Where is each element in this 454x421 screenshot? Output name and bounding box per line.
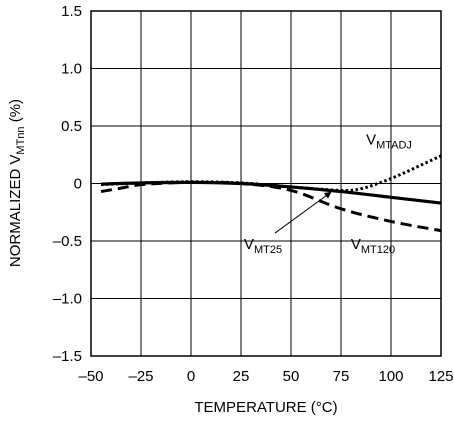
y-tick-label: 1.0 bbox=[61, 61, 82, 78]
series-layer bbox=[100, 154, 442, 233]
series-label-vmt120: VMT120 bbox=[351, 236, 395, 256]
annotation-arrow bbox=[274, 191, 332, 234]
x-tick-label: –25 bbox=[128, 368, 153, 385]
y-tick-label: –1.5 bbox=[53, 348, 82, 365]
x-tick-label: –50 bbox=[78, 368, 103, 385]
y-axis-title: NORMALIZED VMTnn (%) bbox=[7, 99, 27, 267]
series-line-vmt120 bbox=[100, 180, 442, 233]
y-tick-label: 0.5 bbox=[61, 118, 82, 135]
y-tick-label: –1.0 bbox=[53, 291, 82, 308]
series-label-vmtadj: VMTADJ bbox=[366, 131, 412, 151]
x-tick-labels: –50 –25 0 25 50 75 100 125 bbox=[78, 368, 453, 385]
x-tick-label: 75 bbox=[333, 368, 350, 385]
y-tick-label: –0.5 bbox=[53, 233, 82, 250]
annotation-layer: VMTADJ VMT25 VMT120 bbox=[244, 131, 412, 256]
y-tick-labels: –1.5 –1.0 –0.5 0 0.5 1.0 1.5 bbox=[53, 3, 82, 365]
y-axis-title-suffix: (%) bbox=[7, 99, 24, 127]
y-tick-label: 1.5 bbox=[61, 3, 82, 20]
x-tick-label: 0 bbox=[187, 368, 195, 385]
x-tick-label: 25 bbox=[233, 368, 250, 385]
x-axis-title: TEMPERATURE (°C) bbox=[194, 399, 337, 416]
series-label-vmt25: VMT25 bbox=[244, 236, 282, 256]
x-tick-label: 125 bbox=[428, 368, 453, 385]
y-axis-title-sub: MTnn bbox=[15, 126, 27, 154]
x-tick-label: 100 bbox=[378, 368, 403, 385]
x-tick-label: 50 bbox=[283, 368, 300, 385]
plot-frame bbox=[90, 10, 442, 357]
y-axis-title-main: NORMALIZED V bbox=[7, 155, 24, 268]
y-tick-label: 0 bbox=[74, 176, 82, 193]
